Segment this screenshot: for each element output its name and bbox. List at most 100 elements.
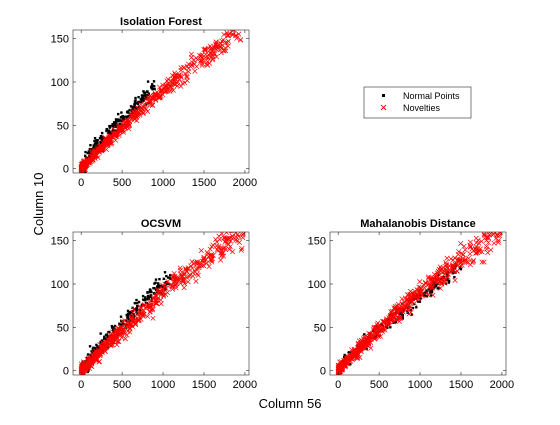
novelty-point [157, 93, 163, 99]
novelty-point [97, 349, 103, 355]
normal-point [123, 115, 127, 119]
normal-point [119, 315, 123, 318]
novelty-point [144, 313, 151, 319]
novelty-point [186, 69, 192, 75]
normal-point [108, 124, 111, 128]
normal-point [150, 84, 154, 88]
normal-point [94, 143, 97, 146]
normal-point [110, 125, 113, 128]
novelty-point [465, 259, 471, 265]
normal-point [454, 264, 458, 268]
novelty-point [219, 38, 225, 44]
novelty-point [452, 277, 458, 283]
novelty-point [343, 362, 349, 368]
novelty-point [444, 255, 450, 261]
novelty-point [174, 281, 180, 287]
x-tick-label: 2000 [233, 177, 257, 189]
novelty-point [177, 265, 183, 271]
normal-point [452, 267, 455, 271]
normal-point [126, 309, 130, 313]
normal-point [117, 118, 120, 121]
normal-point [100, 138, 103, 142]
novelty-point [234, 23, 239, 28]
normal-point [447, 281, 451, 284]
novelty-point [467, 251, 473, 257]
novelty-point [170, 273, 176, 279]
novelty-point [487, 232, 493, 233]
ocsvm-panel: OCSVM 0 500 1000 1500 2000 0 50 100 150 [51, 218, 258, 391]
normal-point [417, 300, 420, 303]
normal-point [111, 129, 115, 133]
novelty-point [202, 47, 208, 54]
novelty-point [168, 78, 174, 84]
normal-point [144, 298, 148, 301]
novelty-point [198, 248, 204, 254]
normal-point [95, 140, 99, 143]
normal-point [152, 80, 156, 83]
novelty-point [168, 87, 174, 93]
novelty-point [366, 335, 372, 341]
normal-point [446, 278, 449, 282]
novelty-point [79, 166, 85, 172]
novelty-point [127, 326, 133, 332]
novelty-point [157, 84, 163, 90]
novelty-point [108, 141, 114, 147]
novelty-point [120, 319, 126, 325]
normal-point [142, 298, 145, 301]
novelty-point [109, 140, 115, 146]
novelty-point [199, 62, 205, 68]
normal-point [347, 351, 351, 354]
normal-point [83, 173, 85, 175]
normal-point [98, 137, 102, 140]
novelty-point [358, 339, 364, 345]
novelty-point [137, 112, 143, 118]
normal-point [112, 125, 116, 128]
novelty-point [395, 307, 401, 314]
normal-point [140, 94, 144, 97]
scatter-points [78, 227, 246, 377]
novelty-point [96, 359, 102, 365]
scatter-points [335, 232, 503, 375]
normal-point [111, 122, 114, 126]
novelty-point [220, 250, 226, 256]
normal-point [135, 310, 138, 313]
novelty-point [194, 271, 200, 277]
normal-point [85, 356, 89, 360]
novelty-point [175, 75, 181, 81]
normal-point [115, 119, 118, 122]
novelty-point [354, 352, 361, 358]
normal-point [134, 96, 137, 100]
normal-point [146, 291, 149, 294]
novelty-point [417, 279, 423, 285]
normal-point [120, 319, 123, 323]
novelty-point [393, 304, 399, 310]
novelty-point [224, 227, 229, 232]
x-tick-label: 500 [113, 379, 131, 391]
novelty-point [437, 285, 443, 291]
novelty-point [148, 307, 154, 313]
normal-point [108, 130, 112, 134]
normal-point [137, 95, 140, 99]
novelty-point [488, 247, 494, 253]
novelty-point [374, 326, 380, 332]
novelty-point [238, 247, 244, 253]
x-tick-label: 500 [113, 177, 131, 189]
novelty-point [226, 246, 232, 252]
normal-point [82, 375, 84, 377]
normal-point [343, 355, 346, 359]
novelty-point [432, 278, 438, 284]
normal-point [111, 326, 114, 329]
normal-point [134, 99, 137, 102]
novelty-point [470, 258, 476, 265]
novelty-point [158, 297, 164, 303]
novelty-point [229, 31, 235, 38]
novelty-point [127, 325, 133, 331]
normal-point [126, 115, 130, 118]
normal-point [411, 306, 415, 310]
normal-point [437, 273, 440, 277]
novelty-point [219, 250, 225, 256]
novelty-point [200, 258, 206, 264]
novelty-point [437, 278, 444, 284]
novelty-point [222, 245, 228, 251]
normal-point [135, 308, 139, 312]
